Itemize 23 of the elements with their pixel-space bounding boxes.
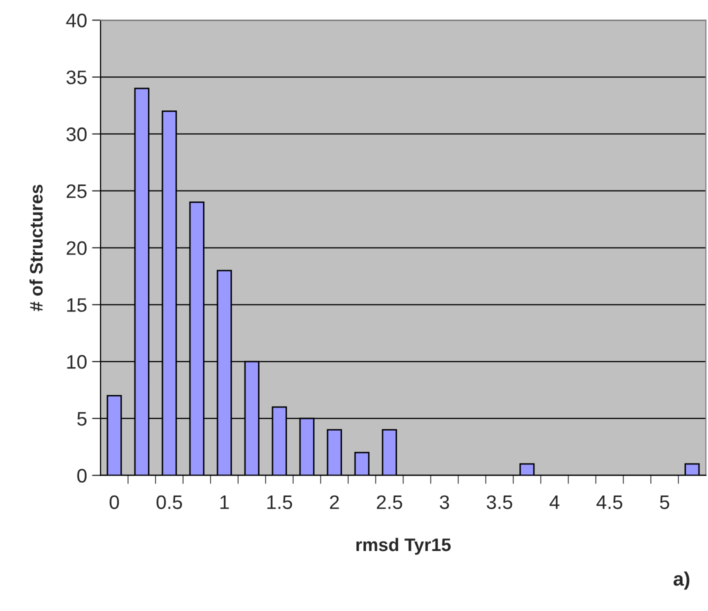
y-tick-label: 20 [66, 241, 87, 255]
x-tick-label: 0 [110, 495, 119, 510]
y-tick-label: 0 [77, 468, 87, 483]
x-tick-label: 3 [440, 495, 450, 510]
y-tick-label: 10 [67, 355, 87, 369]
y-tick-label: 35 [66, 70, 87, 84]
y-tick-label: 15 [67, 298, 87, 312]
y-tick-label: 30 [66, 127, 87, 142]
x-tick-label: 4 [550, 496, 560, 509]
x-tick-label: 2 [330, 495, 339, 509]
x-axis-title: rmsd Tyr15 [356, 538, 451, 555]
x-tick-label: 5 [660, 496, 670, 510]
text: a) [674, 571, 690, 590]
y-tick-label: 25 [66, 184, 87, 198]
y-tick-label: 5 [77, 412, 87, 426]
y-axis-title: # of Structures [29, 184, 43, 312]
x-tick-label: 4.5 [596, 496, 622, 510]
y-tick-label: 40 [66, 14, 87, 28]
x-tick-label: 3.5 [486, 495, 512, 510]
x-tick-label: 1 [220, 496, 229, 509]
x-tick-label: 1.5 [267, 496, 292, 510]
x-tick-label: 0.5 [156, 495, 182, 510]
x-tick-label: 2.5 [376, 495, 402, 510]
